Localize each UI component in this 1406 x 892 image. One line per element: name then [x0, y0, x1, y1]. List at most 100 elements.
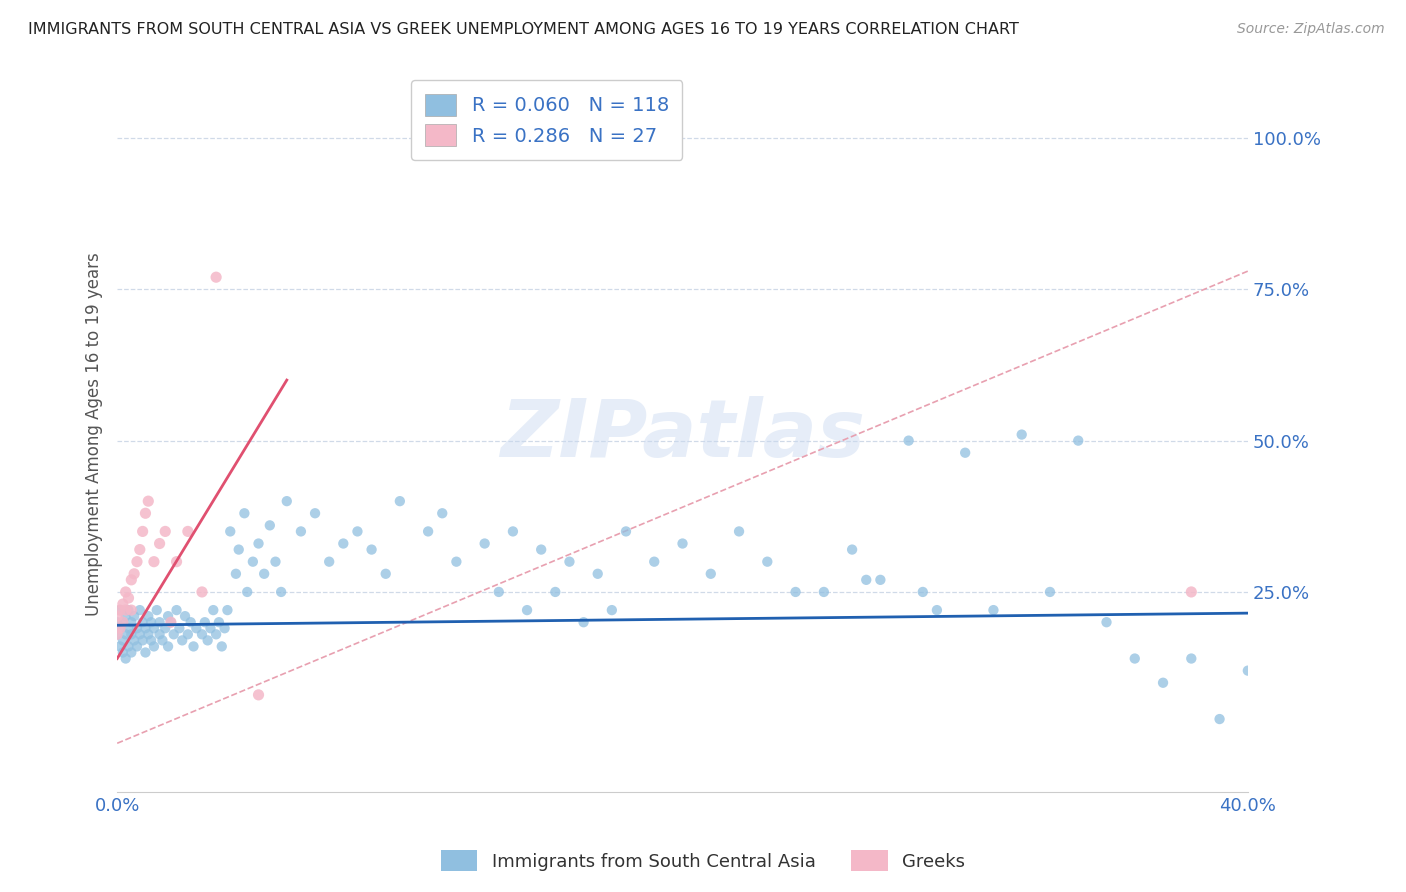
- Point: [416, 524, 439, 539]
- Point: [253, 566, 276, 581]
- Point: [160, 615, 183, 630]
- Point: [208, 615, 231, 630]
- Point: [131, 633, 153, 648]
- Text: Source: ZipAtlas.com: Source: ZipAtlas.com: [1237, 22, 1385, 37]
- Point: [228, 542, 250, 557]
- Point: [388, 494, 411, 508]
- Point: [125, 555, 148, 569]
- Point: [214, 621, 236, 635]
- Point: [1152, 675, 1174, 690]
- Point: [586, 566, 609, 581]
- Point: [264, 555, 287, 569]
- Point: [111, 615, 134, 630]
- Point: [134, 506, 156, 520]
- Point: [152, 633, 174, 648]
- Point: [131, 524, 153, 539]
- Point: [600, 603, 623, 617]
- Point: [114, 651, 136, 665]
- Point: [120, 645, 142, 659]
- Point: [183, 640, 205, 654]
- Point: [756, 555, 779, 569]
- Point: [247, 688, 270, 702]
- Point: [157, 609, 180, 624]
- Point: [205, 270, 228, 285]
- Point: [122, 633, 145, 648]
- Point: [360, 542, 382, 557]
- Point: [111, 645, 134, 659]
- Point: [117, 603, 139, 617]
- Point: [488, 585, 510, 599]
- Point: [1067, 434, 1090, 448]
- Point: [180, 615, 202, 630]
- Legend: Immigrants from South Central Asia, Greeks: Immigrants from South Central Asia, Gree…: [433, 843, 973, 879]
- Point: [1095, 615, 1118, 630]
- Point: [643, 555, 665, 569]
- Point: [114, 627, 136, 641]
- Point: [1123, 651, 1146, 665]
- Point: [247, 536, 270, 550]
- Point: [128, 603, 150, 617]
- Point: [897, 434, 920, 448]
- Point: [125, 621, 148, 635]
- Point: [111, 597, 134, 611]
- Point: [128, 542, 150, 557]
- Point: [502, 524, 524, 539]
- Point: [122, 609, 145, 624]
- Point: [841, 542, 863, 557]
- Point: [177, 524, 200, 539]
- Point: [142, 621, 165, 635]
- Point: [911, 585, 934, 599]
- Point: [117, 640, 139, 654]
- Point: [346, 524, 368, 539]
- Point: [122, 566, 145, 581]
- Point: [304, 506, 326, 520]
- Point: [160, 615, 183, 630]
- Point: [108, 621, 131, 635]
- Point: [136, 494, 159, 508]
- Point: [1237, 664, 1260, 678]
- Point: [114, 609, 136, 624]
- Point: [516, 603, 538, 617]
- Point: [186, 621, 208, 635]
- Point: [700, 566, 723, 581]
- Point: [728, 524, 751, 539]
- Point: [111, 633, 134, 648]
- Point: [172, 633, 194, 648]
- Point: [200, 621, 222, 635]
- Point: [1180, 585, 1202, 599]
- Point: [120, 615, 142, 630]
- Point: [108, 621, 131, 635]
- Point: [276, 494, 298, 508]
- Point: [163, 627, 186, 641]
- Point: [155, 621, 177, 635]
- Point: [136, 627, 159, 641]
- Point: [105, 627, 128, 641]
- Point: [194, 615, 217, 630]
- Point: [558, 555, 581, 569]
- Point: [217, 603, 239, 617]
- Point: [332, 536, 354, 550]
- Point: [131, 615, 153, 630]
- Point: [446, 555, 468, 569]
- Point: [855, 573, 877, 587]
- Point: [120, 603, 142, 617]
- Point: [120, 573, 142, 587]
- Point: [157, 640, 180, 654]
- Point: [142, 555, 165, 569]
- Point: [169, 621, 191, 635]
- Point: [1039, 585, 1062, 599]
- Point: [259, 518, 281, 533]
- Point: [108, 603, 131, 617]
- Point: [813, 585, 835, 599]
- Point: [671, 536, 693, 550]
- Point: [983, 603, 1005, 617]
- Point: [953, 446, 976, 460]
- Point: [114, 603, 136, 617]
- Point: [134, 621, 156, 635]
- Point: [149, 627, 172, 641]
- Point: [155, 524, 177, 539]
- Point: [142, 640, 165, 654]
- Point: [925, 603, 948, 617]
- Point: [211, 640, 233, 654]
- Point: [105, 609, 128, 624]
